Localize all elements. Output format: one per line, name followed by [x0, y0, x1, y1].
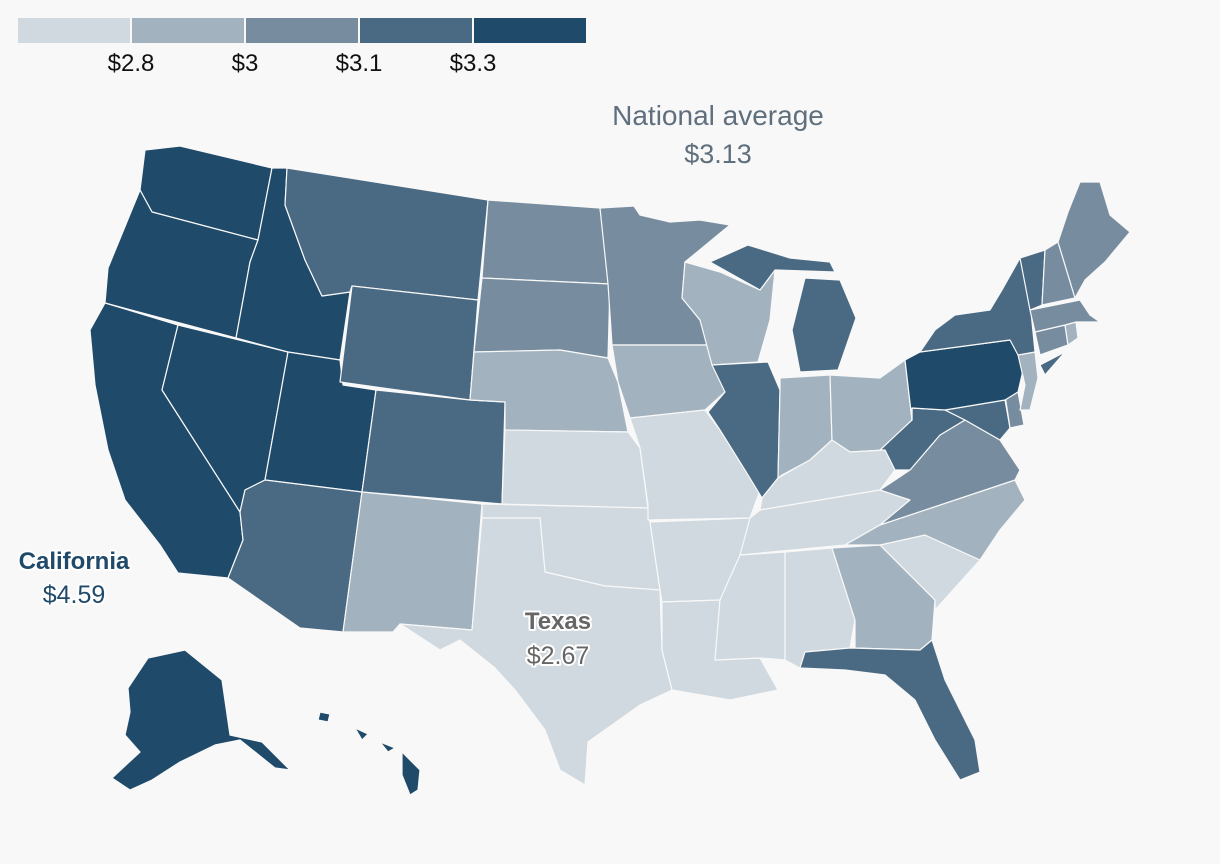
state-wyoming[interactable] — [339, 285, 479, 401]
national-average-value: $3.13 — [684, 139, 752, 169]
callout-value-texas: $2.67 — [527, 642, 590, 670]
legend-break-label: $3.1 — [336, 50, 383, 77]
state-arizona[interactable] — [227, 479, 363, 633]
states-layer — [89, 145, 1131, 796]
callout-state-name-texas: Texas — [525, 608, 591, 635]
state-alaska[interactable] — [111, 649, 291, 791]
state-hawaii[interactable] — [317, 711, 421, 796]
legend-break-label: $2.8 — [108, 50, 155, 77]
state-montana[interactable] — [284, 167, 489, 301]
legend-break-label: $3.3 — [450, 50, 497, 77]
callout-state-name-california: California — [19, 548, 130, 575]
callout-value-california: $4.59 — [43, 581, 106, 609]
state-north-dakota[interactable] — [481, 199, 611, 285]
texas-callout: Texas $2.67 — [523, 606, 593, 672]
state-north-carolina[interactable] — [844, 479, 1026, 561]
state-kansas[interactable] — [501, 429, 649, 509]
state-michigan[interactable] — [709, 244, 857, 373]
legend-swatch-highest — [474, 18, 586, 43]
state-missouri[interactable] — [629, 409, 763, 521]
legend-break-label: $3 — [232, 50, 259, 77]
state-iowa[interactable] — [611, 344, 726, 419]
state-texas[interactable] — [399, 517, 673, 786]
legend-swatch-3 — [246, 18, 358, 43]
national-average-annotation: National average $3.13 — [612, 100, 824, 169]
state-illinois[interactable] — [707, 361, 781, 499]
state-new-mexico[interactable] — [342, 491, 483, 633]
california-callout: California $4.59 — [17, 546, 132, 611]
state-south-dakota[interactable] — [473, 277, 611, 359]
state-massachusetts[interactable] — [1029, 299, 1101, 333]
legend-swatch-4 — [360, 18, 472, 43]
national-average-title: National average — [612, 100, 824, 131]
state-maine[interactable] — [1057, 181, 1131, 299]
state-florida[interactable] — [799, 639, 981, 781]
state-rhode-island[interactable] — [1064, 321, 1079, 346]
legend-swatch-2 — [132, 18, 244, 43]
legend-swatch-lowest — [18, 18, 130, 43]
state-colorado[interactable] — [361, 389, 506, 505]
state-wisconsin[interactable] — [681, 261, 776, 366]
color-legend: $2.8 $3 $3.1 $3.3 — [18, 18, 586, 77]
